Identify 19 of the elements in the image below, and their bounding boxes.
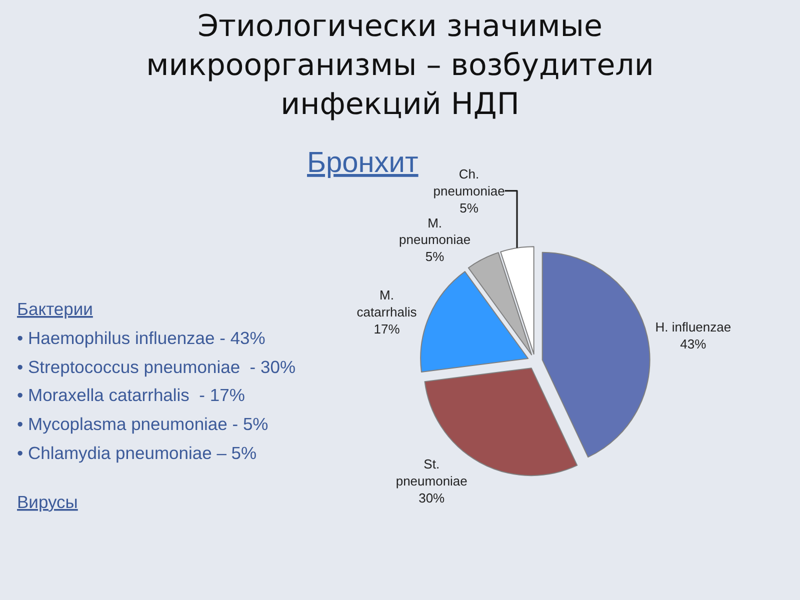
slice-label: H. influenzae: [655, 320, 732, 335]
text: • Moraxella catarrhalis - 17%: [17, 385, 245, 405]
data-label: 43%: [680, 336, 707, 352]
slice-label: M. catarrhalis: [356, 288, 418, 320]
data-label: 5%: [425, 249, 445, 264]
data-label: 30%: [418, 490, 446, 506]
slice-label: M. pneumoniae: [399, 215, 471, 248]
text: Вирусы: [17, 492, 78, 512]
text: • Chlamydia pneumoniae – 5%: [17, 443, 257, 463]
data-label: 5%: [460, 200, 479, 216]
text: • Mycoplasma pneumoniae - 5%: [17, 414, 268, 434]
chart-subtitle: Бронхит: [307, 147, 418, 179]
data-label: 17%: [374, 321, 400, 336]
text: • Haemophilus influenzae - 43%: [17, 328, 266, 348]
text: Бактерии: [17, 299, 93, 319]
text: • Streptococcus pneumoniae - 30%: [17, 357, 296, 377]
chart-title: Этиологически значимые микроорганизмы – возбудители инфекций НДП: [146, 9, 654, 122]
slice-label: Ch. pneumoniae: [433, 166, 505, 198]
slice-label: St. pneumoniae: [396, 456, 468, 489]
